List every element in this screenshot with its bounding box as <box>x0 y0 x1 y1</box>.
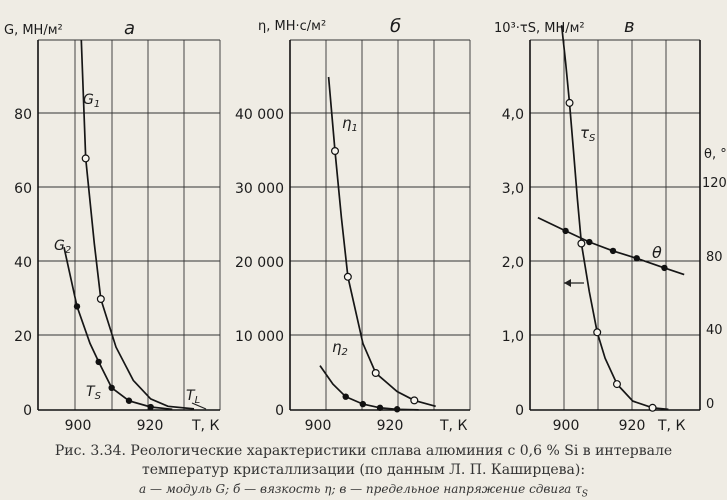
panel-b-data-point-filled <box>376 404 384 411</box>
panel-c-data-point-filled <box>586 238 593 246</box>
panel-b-plot <box>319 76 436 413</box>
panel-b-data-point-open <box>410 396 419 405</box>
panel-a-x-tick-label: 920 <box>137 418 164 434</box>
panel-c-plot <box>537 25 685 412</box>
panel-c-data-point-filled <box>661 264 668 272</box>
panel-b-y-ticks: 0 10 000 20 000 30 000 40 000 <box>235 107 284 419</box>
panel-b-y-tick-label: 40 000 <box>235 107 284 123</box>
panel-c-gridlines <box>529 39 701 410</box>
figure: G, МН/м² а T, К 900 920 0 20 40 60 80 GG… <box>4 16 727 434</box>
panel-b-data-point-open <box>331 147 340 156</box>
panel-b-series-line-2 <box>319 365 419 411</box>
panel-b-x-ticks: 900 920 <box>305 418 404 434</box>
panel-a-y-tick-label: 60 <box>14 181 32 197</box>
panel-a-xlabel: T, К <box>191 418 219 434</box>
panel-c-series-label-tau: ττSS <box>580 124 596 144</box>
panel-a-letter: а <box>124 18 135 39</box>
panel-c-y-tick-label: 1,0 <box>502 329 524 345</box>
panel-c-y2-tick-label: 40 <box>706 323 723 338</box>
panel-c-data-point-open <box>593 328 602 337</box>
panel-b-x-tick-label: 900 <box>305 418 332 434</box>
panel-a-series-label-g2: GG22 <box>54 238 71 256</box>
panel-c-data-point-open <box>577 239 586 248</box>
panel-b-y-tick-label: 20 000 <box>235 255 284 271</box>
panel-b-y-tick-label: 30 000 <box>235 181 284 197</box>
panel-a-data-point-filled <box>125 397 133 404</box>
panel-a-series-label-g1: GG11 <box>83 92 100 110</box>
panel-c-data-point-open <box>612 380 621 389</box>
panel-c-y-tick-label: 2,0 <box>502 255 524 271</box>
figure-caption-line-1: Рис. 3.34. Реологические характеристики … <box>54 443 673 459</box>
panel-b-ylabel: η, МН·с/м² <box>258 19 326 34</box>
panel-b-series-label-eta2: ηη22 <box>332 338 348 358</box>
panel-a: G, МН/м² а T, К 900 920 0 20 40 60 80 GG… <box>4 18 221 434</box>
panel-b: η, МН·с/м² б T, К 900 920 0 10 000 20 00… <box>235 16 471 434</box>
panel-c-data-point-open <box>565 98 574 107</box>
panel-a-series-line-2 <box>63 247 173 411</box>
panel-b-series-line-1 <box>327 76 436 408</box>
caption-line-3-text: а — модуль G; б — вязкость η; в — предел… <box>139 482 582 496</box>
panel-a-gridlines <box>37 39 221 410</box>
panel-a-y-tick-label: 80 <box>14 107 32 123</box>
panel-c-data-point-filled <box>633 255 640 262</box>
panel-c-data-point-filled <box>562 227 569 235</box>
panel-c-x-ticks: 900 920 <box>553 418 646 434</box>
panel-a-data-point-filled <box>95 358 102 366</box>
panel-c-annotation-theta: θ <box>652 243 662 262</box>
panel-c-y-ticks: 0 1,0 2,0 3,0 4,0 <box>502 107 524 419</box>
panel-a-annotation-ts: TTSS <box>86 384 102 402</box>
panel-a-y-tick-label: 20 <box>14 329 32 345</box>
panel-c-y-tick-label: 0 <box>515 403 524 419</box>
figure-caption-line-2: температур кристаллизации (по данным Л. … <box>141 462 586 478</box>
panel-a-data-point-filled <box>108 384 115 391</box>
panel-a-data-point-open <box>81 154 90 163</box>
panel-c-letter: в <box>624 16 635 37</box>
panel-b-data-point-open <box>371 369 380 378</box>
panel-c-data-point-open <box>648 403 657 412</box>
panel-b-data-point-filled <box>342 393 349 400</box>
panel-b-gridlines <box>289 39 471 410</box>
panel-b-x-tick-label: 920 <box>377 418 404 434</box>
caption-line-3-subscript: S <box>581 489 588 500</box>
panel-c-series-line-1 <box>560 25 669 411</box>
panel-b-y-tick-label: 0 <box>275 403 284 419</box>
panel-b-data-point-filled <box>359 400 367 408</box>
panel-c-data-point-filled <box>609 247 617 255</box>
panel-b-letter: б <box>390 16 401 37</box>
figure-caption-line-3: а — модуль G; б — вязкость η; в — предел… <box>0 482 727 499</box>
panel-a-y-tick-label: 0 <box>23 403 32 419</box>
panel-c-y2label: θ, °С <box>704 147 727 162</box>
panel-a-x-tick-label: 900 <box>65 418 92 434</box>
panel-c-ylabel: 10³·τS, МН/м² <box>494 21 585 36</box>
panel-c-y2-ticks: 0 40 80 120 <box>702 176 727 412</box>
panel-a-data-point-open <box>96 295 105 304</box>
panel-a-data-point-filled <box>147 403 154 411</box>
panel-a-ylabel: G, МН/м² <box>4 23 63 38</box>
panel-b-series-label-eta1: ηη11 <box>342 114 358 134</box>
panel-c-y2-tick-label: 0 <box>706 397 714 412</box>
panel-c-axis-arrow <box>564 279 584 287</box>
panel-c-x-tick-label: 920 <box>619 418 646 434</box>
panel-b-xlabel: T, К <box>439 418 467 434</box>
panel-c-y2-tick-label: 120 <box>702 176 727 191</box>
panel-a-plot <box>63 39 195 411</box>
panel-c-y-tick-label: 4,0 <box>502 107 524 123</box>
panel-a-data-point-filled <box>73 303 81 310</box>
panel-c-y2-tick-label: 80 <box>706 250 723 265</box>
panel-a-tl-arrow <box>191 402 207 410</box>
panel-a-y-tick-label: 40 <box>14 255 32 271</box>
panel-b-y-tick-label: 10 000 <box>235 329 284 345</box>
panel-b-data-point-filled <box>393 406 401 413</box>
panel-c-y-tick-label: 3,0 <box>502 181 524 197</box>
panel-a-x-ticks: 900 920 <box>65 418 164 434</box>
panel-c-xlabel: T, К <box>657 418 685 434</box>
panel-b-data-point-open <box>343 272 352 281</box>
panel-a-y-ticks: 0 20 40 60 80 <box>14 107 32 419</box>
panel-a-series-line-1 <box>80 39 195 410</box>
panel-c: 10³·τS, МН/м² в θ, °С T, К 900 920 0 1,0… <box>494 16 727 434</box>
panel-c-x-tick-label: 900 <box>553 418 580 434</box>
